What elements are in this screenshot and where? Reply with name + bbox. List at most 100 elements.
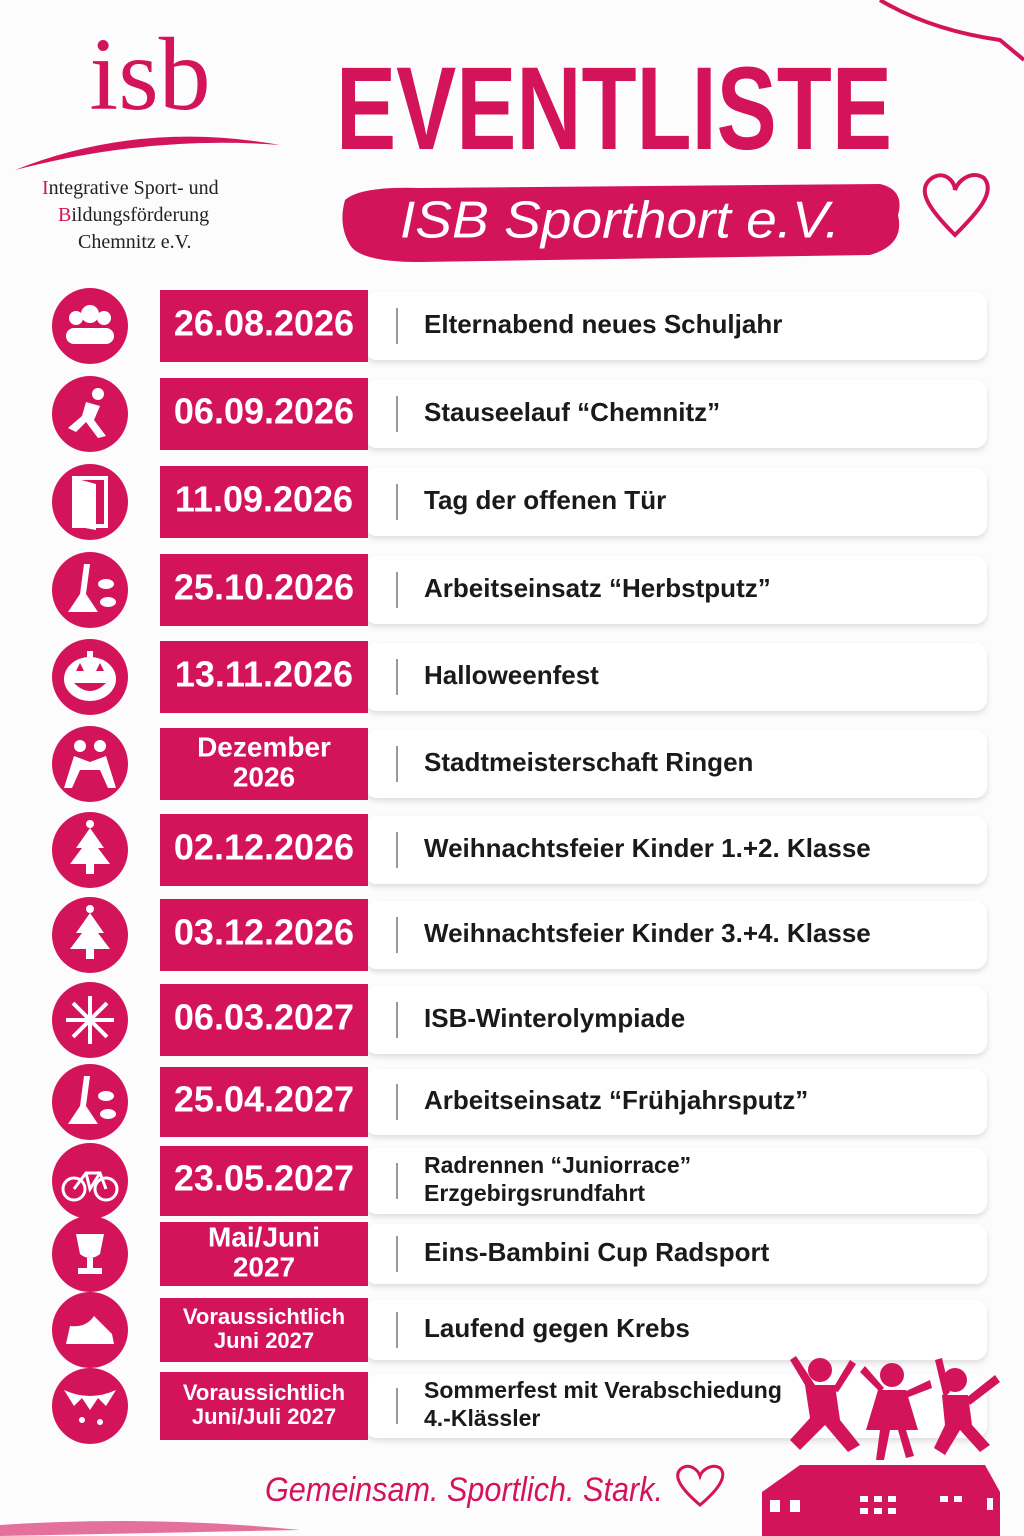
icon-part — [68, 1076, 98, 1124]
event-row: 06.09.2026 Stauseelauf “Chemnitz” — [52, 376, 987, 452]
event-date: 2027 — [233, 1251, 295, 1282]
event-date: 03.12.2026 — [174, 912, 354, 953]
icon-part — [79, 1417, 85, 1423]
icon-part — [78, 1268, 102, 1274]
icon-part — [68, 402, 106, 438]
event-name: Weihnachtsfeier Kinder 1.+2. Klasse — [424, 833, 871, 863]
event-name: Laufend gegen Krebs — [424, 1313, 690, 1343]
kids-silhouette — [790, 1356, 1000, 1460]
event-name: Halloweenfest — [424, 660, 599, 690]
date-box — [160, 554, 368, 626]
date-box — [160, 1372, 368, 1440]
icon-part — [72, 1171, 108, 1193]
event-name: Stadtmeisterschaft Ringen — [424, 747, 753, 777]
event-date: Mai/Juni — [208, 1221, 320, 1252]
icon-circle — [52, 288, 128, 364]
event-name: Radrennen “Juniorrace” — [424, 1152, 691, 1178]
event-date: 11.09.2026 — [175, 479, 353, 520]
icon-part — [98, 579, 114, 589]
icon-part — [64, 756, 116, 788]
icon-circle — [52, 552, 128, 628]
event-date: 06.09.2026 — [174, 391, 354, 432]
event-date: 26.08.2026 — [174, 303, 354, 344]
deco-swoosh — [878, 0, 1024, 62]
school-silhouette — [762, 1465, 1000, 1536]
icon-part — [87, 1258, 93, 1268]
event-date: Voraussichtlich — [183, 1380, 345, 1405]
date-box — [160, 1222, 368, 1286]
icon-circle — [52, 1143, 128, 1219]
event-list: 26.08.2026 Elternabend neues Schuljahr 06.… — [52, 288, 987, 1444]
event-row: 23.05.2027 Radrennen “Juniorrace”Erzgebir… — [52, 1143, 987, 1219]
event-date: Dezember — [197, 731, 331, 762]
event-card — [365, 1069, 987, 1135]
icon-part — [100, 1109, 116, 1119]
icon-part — [61, 1176, 87, 1202]
icon-part — [92, 388, 104, 400]
event-date: 06.03.2027 — [174, 997, 354, 1038]
event-card — [365, 816, 987, 884]
heart — [922, 173, 990, 238]
icon-part — [86, 949, 94, 959]
icon-part — [68, 564, 98, 612]
event-row: 02.12.2026 Weihnachtsfeier Kinder 1.+2. K… — [52, 812, 987, 888]
event-date: 25.10.2026 — [174, 567, 354, 608]
event-card — [365, 986, 987, 1054]
icon-part — [97, 1419, 103, 1425]
date-box — [160, 1146, 368, 1216]
event-name: Sommerfest mit Verabschiedung — [424, 1377, 782, 1403]
event-name: Elternabend neues Schuljahr — [424, 309, 782, 339]
event-name: Stauseelauf “Chemnitz” — [424, 397, 720, 427]
logo-lines: Integrative Sport- und Bildungsförderung C… — [42, 177, 219, 253]
logo-swoosh — [15, 136, 280, 170]
date-box — [160, 378, 368, 450]
event-card — [365, 643, 987, 711]
event-row: 11.09.2026 Tag der offenen Tür — [52, 464, 987, 540]
icon-part — [71, 1001, 109, 1039]
logo-mark: isb — [89, 17, 210, 132]
event-date: 02.12.2026 — [174, 827, 354, 868]
event-date: Juni/Juli 2027 — [192, 1404, 336, 1429]
subtitle: ISB Sporthort e.V. — [400, 192, 840, 250]
event-row: 25.04.2027 Arbeitseinsatz “Frühjahrsputz” — [52, 1064, 987, 1140]
event-card — [365, 556, 987, 624]
event-row: 03.12.2026 Weihnachtsfeier Kinder 3.+4. K… — [52, 897, 987, 973]
event-card — [365, 730, 987, 798]
title: EVENTLISTE — [336, 43, 892, 175]
event-date: Juni 2027 — [214, 1328, 314, 1353]
event-name: Eins-Bambini Cup Radsport — [424, 1237, 770, 1267]
logo-line: Chemnitz e.V. — [78, 231, 192, 253]
event-card — [365, 1300, 987, 1360]
event-card — [365, 1224, 987, 1284]
event-date: Voraussichtlich — [183, 1304, 345, 1329]
event-name: Erzgebirgsrundfahrt — [424, 1180, 645, 1206]
tagline: Gemeinsam. Sportlich. Stark. — [265, 1471, 663, 1509]
date-box — [160, 641, 368, 713]
icon-part — [93, 1176, 119, 1202]
event-name: Tag der offenen Tür — [424, 485, 666, 515]
icon-part — [66, 1316, 114, 1344]
date-box — [160, 728, 368, 800]
icon-part — [86, 820, 94, 828]
icon-part — [64, 1390, 116, 1410]
date-box — [160, 1298, 368, 1362]
icon-part — [86, 905, 94, 913]
icon-part — [97, 311, 111, 325]
date-box — [160, 290, 368, 362]
event-row: 26.08.2026 Elternabend neues Schuljahr — [52, 288, 987, 364]
event-card — [365, 292, 987, 360]
event-name: Weihnachtsfeier Kinder 3.+4. Klasse — [424, 918, 871, 948]
date-box — [160, 984, 368, 1056]
icon-part — [74, 663, 106, 691]
event-name: Arbeitseinsatz “Frühjahrsputz” — [424, 1085, 808, 1115]
event-row: 25.10.2026 Arbeitseinsatz “Herbstputz” — [52, 552, 987, 628]
icon-part — [87, 651, 93, 659]
icon-part — [98, 1091, 114, 1101]
date-box — [160, 899, 368, 971]
event-date: 2026 — [233, 761, 295, 792]
icon-part — [70, 828, 110, 864]
event-card — [365, 380, 987, 448]
icon-part — [69, 311, 83, 325]
